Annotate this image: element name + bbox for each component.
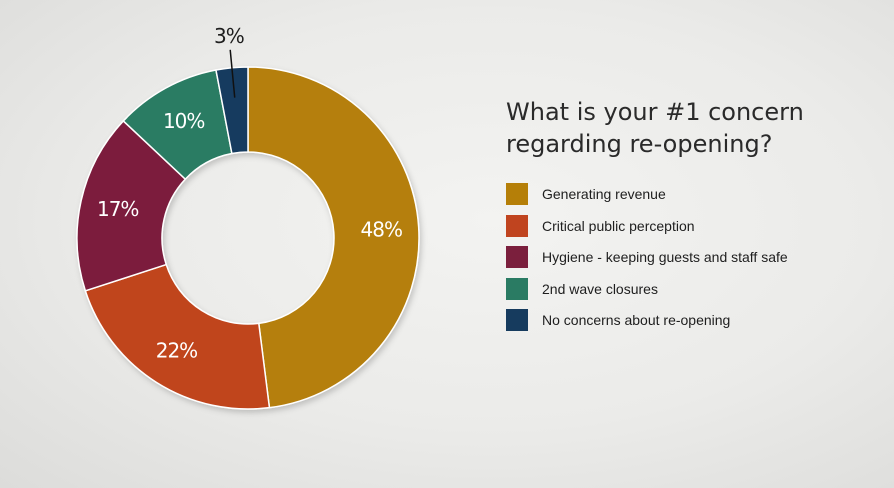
legend-item: Critical public perception bbox=[506, 214, 788, 238]
legend-swatch bbox=[506, 246, 528, 268]
legend-item: Hygiene - keeping guests and staff safe bbox=[506, 245, 788, 269]
legend-label: Critical public perception bbox=[542, 217, 695, 234]
legend-swatch bbox=[506, 277, 528, 300]
slice-data-label: 22% bbox=[156, 339, 197, 363]
legend-label: Hygiene - keeping guests and staff safe bbox=[542, 249, 788, 265]
slice-data-label: 17% bbox=[97, 197, 138, 221]
donut-slice bbox=[84, 263, 271, 410]
donut-slice bbox=[76, 119, 187, 292]
legend-label: 2nd wave closures bbox=[542, 280, 658, 297]
legend-item: 2nd wave closures bbox=[506, 277, 788, 301]
legend-label: No concerns about re-opening bbox=[542, 312, 731, 328]
legend-label: Generating revenue bbox=[542, 186, 666, 202]
slice-data-label: 3% bbox=[214, 24, 244, 48]
legend-item: No concerns about re-opening bbox=[506, 308, 788, 332]
donut-slice bbox=[215, 66, 249, 155]
legend: Generating revenue Critical public percep… bbox=[506, 182, 788, 340]
legend-item: Generating revenue bbox=[506, 182, 788, 206]
legend-swatch bbox=[506, 214, 528, 237]
legend-swatch bbox=[506, 309, 528, 331]
legend-swatch bbox=[506, 183, 528, 205]
leader-line bbox=[229, 49, 236, 98]
donut-slice bbox=[247, 66, 420, 409]
slice-data-label: 10% bbox=[163, 109, 204, 133]
chart-title: What is your #1 concern regarding re-ope… bbox=[506, 98, 804, 158]
slice-data-label: 48% bbox=[361, 218, 402, 242]
